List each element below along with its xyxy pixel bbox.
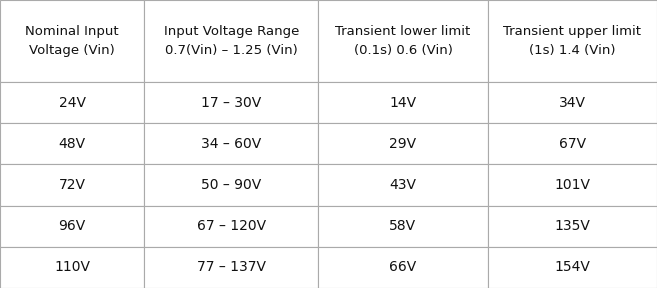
- Text: 101V: 101V: [555, 178, 590, 192]
- Text: 67 – 120V: 67 – 120V: [196, 219, 266, 233]
- Text: 110V: 110V: [54, 260, 90, 274]
- Bar: [318, 247, 487, 288]
- Text: 72V: 72V: [58, 178, 85, 192]
- Text: 135V: 135V: [555, 219, 590, 233]
- Bar: [0, 247, 145, 288]
- Text: 58V: 58V: [390, 219, 417, 233]
- Bar: [145, 123, 318, 164]
- Text: 14V: 14V: [390, 96, 417, 110]
- Bar: [318, 0, 487, 82]
- Bar: [487, 247, 657, 288]
- Bar: [318, 164, 487, 206]
- Bar: [318, 206, 487, 247]
- Text: 77 – 137V: 77 – 137V: [197, 260, 266, 274]
- Bar: [0, 164, 145, 206]
- Text: 34V: 34V: [559, 96, 586, 110]
- Bar: [145, 164, 318, 206]
- Text: 34 – 60V: 34 – 60V: [201, 137, 261, 151]
- Bar: [0, 0, 145, 82]
- Text: 67V: 67V: [558, 137, 586, 151]
- Text: Transient upper limit
(1s) 1.4 (Vin): Transient upper limit (1s) 1.4 (Vin): [503, 25, 641, 57]
- Text: 48V: 48V: [58, 137, 85, 151]
- Text: 154V: 154V: [555, 260, 590, 274]
- Text: Nominal Input
Voltage (Vin): Nominal Input Voltage (Vin): [26, 25, 119, 57]
- Text: 29V: 29V: [390, 137, 417, 151]
- Bar: [318, 82, 487, 123]
- Text: Transient lower limit
(0.1s) 0.6 (Vin): Transient lower limit (0.1s) 0.6 (Vin): [335, 25, 470, 57]
- Bar: [487, 206, 657, 247]
- Bar: [318, 123, 487, 164]
- Bar: [0, 123, 145, 164]
- Bar: [145, 206, 318, 247]
- Bar: [487, 0, 657, 82]
- Bar: [145, 0, 318, 82]
- Text: Input Voltage Range
0.7(Vin) – 1.25 (Vin): Input Voltage Range 0.7(Vin) – 1.25 (Vin…: [164, 25, 299, 57]
- Text: 96V: 96V: [58, 219, 86, 233]
- Text: 17 – 30V: 17 – 30V: [201, 96, 261, 110]
- Text: 66V: 66V: [390, 260, 417, 274]
- Bar: [487, 82, 657, 123]
- Text: 50 – 90V: 50 – 90V: [201, 178, 261, 192]
- Bar: [0, 206, 145, 247]
- Bar: [145, 82, 318, 123]
- Bar: [487, 123, 657, 164]
- Text: 24V: 24V: [58, 96, 85, 110]
- Text: 43V: 43V: [390, 178, 417, 192]
- Bar: [0, 82, 145, 123]
- Bar: [145, 247, 318, 288]
- Bar: [487, 164, 657, 206]
